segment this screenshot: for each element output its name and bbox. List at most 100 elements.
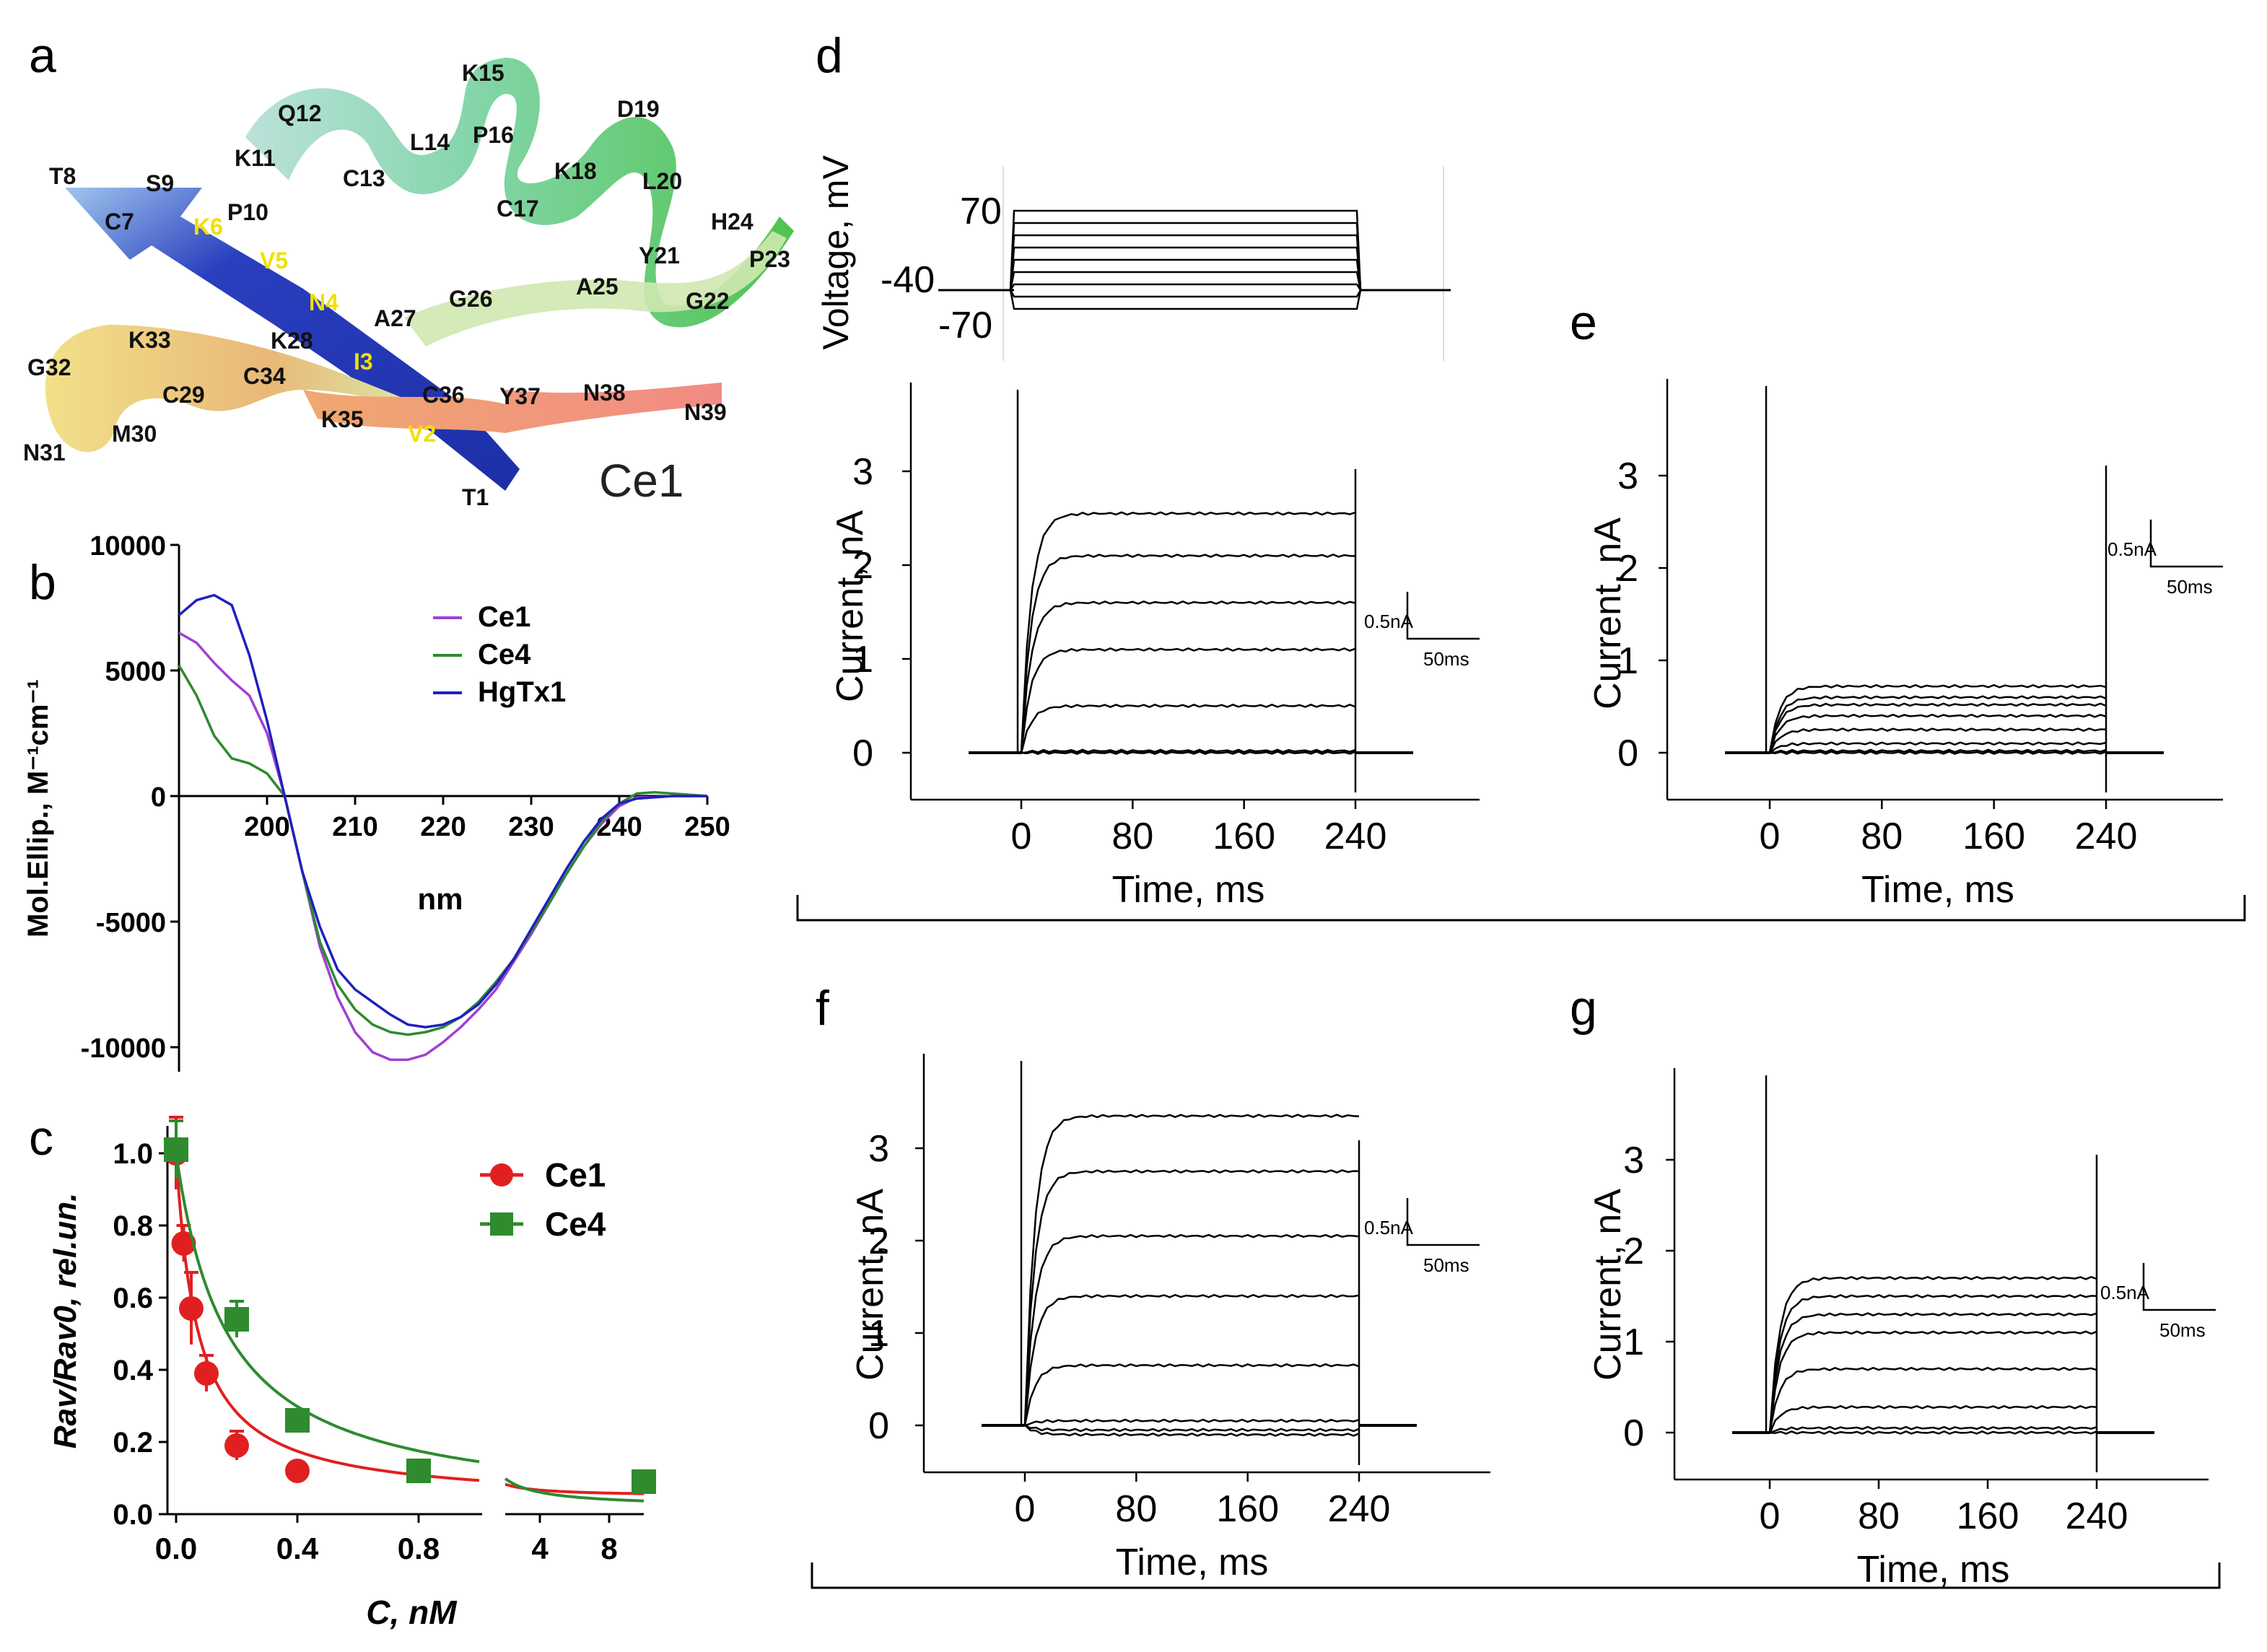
protocol-step [1009,271,1362,291]
current-y-label: Current, nA [829,510,871,702]
dose-point-ce4 [632,1469,656,1494]
cd-y-tick-label: 5000 [105,657,166,687]
current-y-tick-label: 1 [1617,640,1638,682]
dose-y-tick-label: 0.0 [113,1499,153,1531]
dose-fit-ce4-tail [504,1477,645,1503]
scalebar [1406,592,1480,640]
dose-legend-marker [490,1212,513,1236]
current-y-tick-label: 0 [868,1405,889,1447]
residue-K15: K15 [462,60,504,86]
residue-P10: P10 [227,199,268,225]
current-y-tick-label: 2 [868,1220,889,1262]
beta-strand-1 [65,188,520,491]
residue-S9: S9 [146,170,174,196]
residue-K35: K35 [321,406,364,432]
panel-letter-f: f [816,981,829,1036]
current-x-tick-label: 80 [1111,816,1153,857]
current-trace [1768,702,2107,754]
panel-letter-b: b [29,555,56,610]
current-x-tick-label: 240 [1324,816,1387,857]
scalebar-time-label: 50ms [2159,1319,2206,1341]
dose-y-label: Rav/Rav0, rel.un. [48,1193,83,1449]
cd-y-tick-label: 10000 [89,531,166,561]
dose-point-ce1 [179,1296,204,1321]
current-trace [1768,1312,2097,1433]
residue-Y37: Y37 [499,383,541,409]
cd-series-hgtx1 [178,593,707,1028]
residue-N4: N4 [309,289,338,315]
dose-x-label: C, nM [366,1594,458,1631]
current-x-tick-label: 0 [1760,816,1781,857]
dose-y-tick-label: 0.2 [113,1427,153,1459]
current-y-tick-label: 1 [868,1313,889,1355]
scalebar [1406,1198,1480,1246]
dose-point-ce4 [406,1459,431,1483]
residue-M30: M30 [112,421,157,447]
panel-letter-a: a [29,28,56,83]
current-trace [1768,727,2107,755]
panel-d-voltage-protocol: 70 -40 -70 Voltage, mV [816,155,1451,361]
dose-y-tick-label: 0.4 [113,1355,153,1386]
residue-L20: L20 [642,168,682,194]
current-y-label: Current, nA [1587,1189,1629,1381]
residue-K6: K6 [193,214,223,240]
cd-legend-label: Ce1 [478,601,530,633]
protocol-step [1009,258,1362,291]
panel-f-current-chart: 0 1 2 3 0 80 160 240 Time, ms Current, nA 0.5nA 50m… [849,1054,1490,1583]
current-trace [1768,1330,2097,1433]
panel-letter-g: g [1570,981,1597,1036]
current-x-tick-label: 0 [1011,816,1032,857]
current-x-tick-label: 80 [1115,1488,1157,1530]
cd-series-ce4 [178,665,708,1036]
current-y-tick-label: 2 [1623,1231,1644,1272]
current-y-tick-label: 3 [852,451,873,493]
beta-strand-2 [45,325,419,453]
current-x-label: Time, ms [1116,1542,1269,1583]
current-trace [1020,600,1356,754]
panel-letter-c: c [29,1111,53,1166]
current-trace [1023,1293,1360,1427]
residue-A25: A25 [576,274,619,300]
protocol-label-70: 70 [960,191,1002,232]
current-trace [1020,554,1356,752]
protocol-y-label: Voltage, mV [816,155,856,350]
current-trace [1024,1424,1360,1437]
current-y-label: Current, nA [849,1189,891,1381]
protocol-step [1009,283,1362,291]
current-y-tick-label: 3 [868,1128,889,1170]
dose-point-ce4 [285,1408,310,1433]
dose-x-tick-label: 0.8 [398,1531,440,1565]
current-y-tick-label: 0 [1623,1412,1644,1454]
dose-point-ce1 [171,1231,196,1256]
current-trace [1024,1424,1360,1433]
dose-legend-marker [490,1163,513,1186]
protocol-step [1009,289,1362,310]
residue-T1: T1 [462,484,489,510]
current-x-tick-label: 80 [1861,816,1903,857]
structure-name: Ce1 [599,455,683,507]
cd-y-tick-label: -5000 [96,908,166,938]
cd-x-tick-label: 220 [420,812,466,842]
current-x-tick-label: 0 [1760,1495,1781,1537]
protocol-label-minus40: -40 [881,259,935,301]
current-x-tick-label: 240 [2075,816,2138,857]
current-x-tick-label: 160 [1213,816,1275,857]
current-y-tick-label: 2 [1617,548,1638,590]
residue-K18: K18 [554,158,597,184]
current-trace [1023,1169,1360,1427]
residue-Q12: Q12 [278,100,321,126]
cd-x-tick-label: 200 [244,812,289,842]
dose-point-ce4 [164,1137,188,1162]
panel-letter-e: e [1570,295,1597,350]
residue-L14: L14 [410,129,450,155]
residue-K33: K33 [128,327,171,353]
current-y-label: Current, nA [1587,517,1629,709]
residue-P23: P23 [749,246,790,272]
loop-ribbon [404,231,787,346]
panel-letter-d: d [816,28,843,83]
protocol-step [1009,222,1362,291]
residue-C29: C29 [162,382,205,408]
current-y-tick-label: 2 [852,545,873,587]
current-x-tick-label: 80 [1858,1495,1900,1537]
residue-A27: A27 [374,305,416,331]
